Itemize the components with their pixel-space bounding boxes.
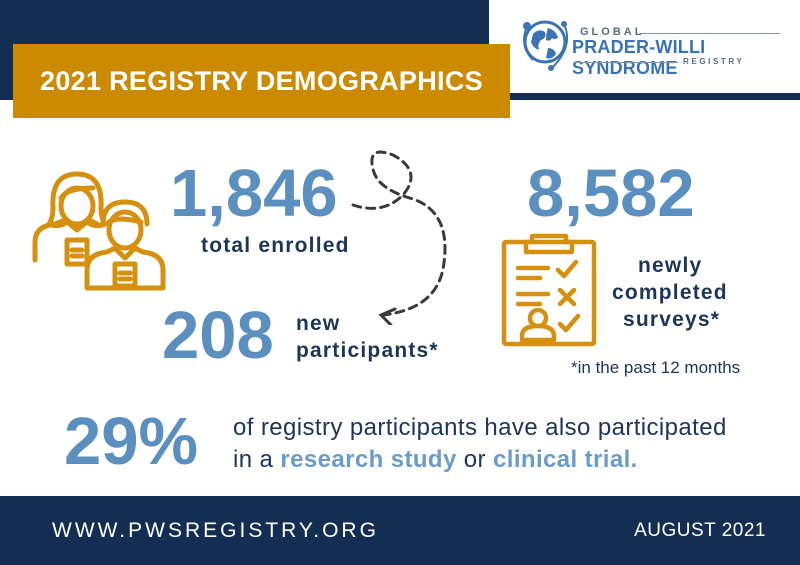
dashed-arrow-icon	[351, 150, 447, 325]
research-study-highlight: research study	[280, 446, 457, 473]
research-text-1: of registry participants have also parti…	[233, 414, 727, 441]
research-text-2: in a	[233, 446, 281, 473]
research-text-3: or	[456, 446, 494, 473]
clinical-trial-highlight: clinical trial.	[493, 446, 638, 473]
new-participants-label-1: new	[296, 312, 341, 335]
research-text: of registry participants have also parti…	[233, 412, 727, 476]
logo-line-2: PRADER-WILLI SYNDROME	[572, 37, 706, 78]
surveys-label-3: surveys*	[623, 308, 721, 331]
title-banner: 2021 REGISTRY DEMOGRAPHICS	[13, 44, 510, 118]
clipboard-icon	[501, 233, 597, 347]
footnote: *in the past 12 months	[571, 358, 741, 377]
people-icon	[32, 171, 166, 291]
website-link[interactable]: WWW.PWSREGISTRY.ORG	[52, 519, 379, 542]
logo-divider	[640, 33, 780, 34]
logo-line-3: REGISTRY	[683, 57, 745, 66]
research-percent: 29%	[64, 404, 199, 479]
globe-logo-icon	[523, 20, 568, 71]
footer: WWW.PWSREGISTRY.ORG AUGUST 2021	[0, 496, 800, 565]
surveys-label-1: newly	[638, 254, 703, 277]
new-participants-value: 208	[162, 298, 274, 373]
logo-line-1: GLOBAL	[580, 26, 645, 38]
logo-divider	[575, 62, 678, 63]
footer-date: AUGUST 2021	[634, 520, 766, 541]
total-enrolled-label: total enrolled	[201, 234, 350, 257]
page-title: 2021 REGISTRY DEMOGRAPHICS	[40, 66, 483, 96]
total-enrolled-value: 1,846	[170, 156, 338, 231]
surveys-value: 8,582	[527, 156, 695, 231]
new-participants-label-2: participants*	[296, 339, 439, 362]
surveys-label-2: completed	[612, 281, 728, 304]
